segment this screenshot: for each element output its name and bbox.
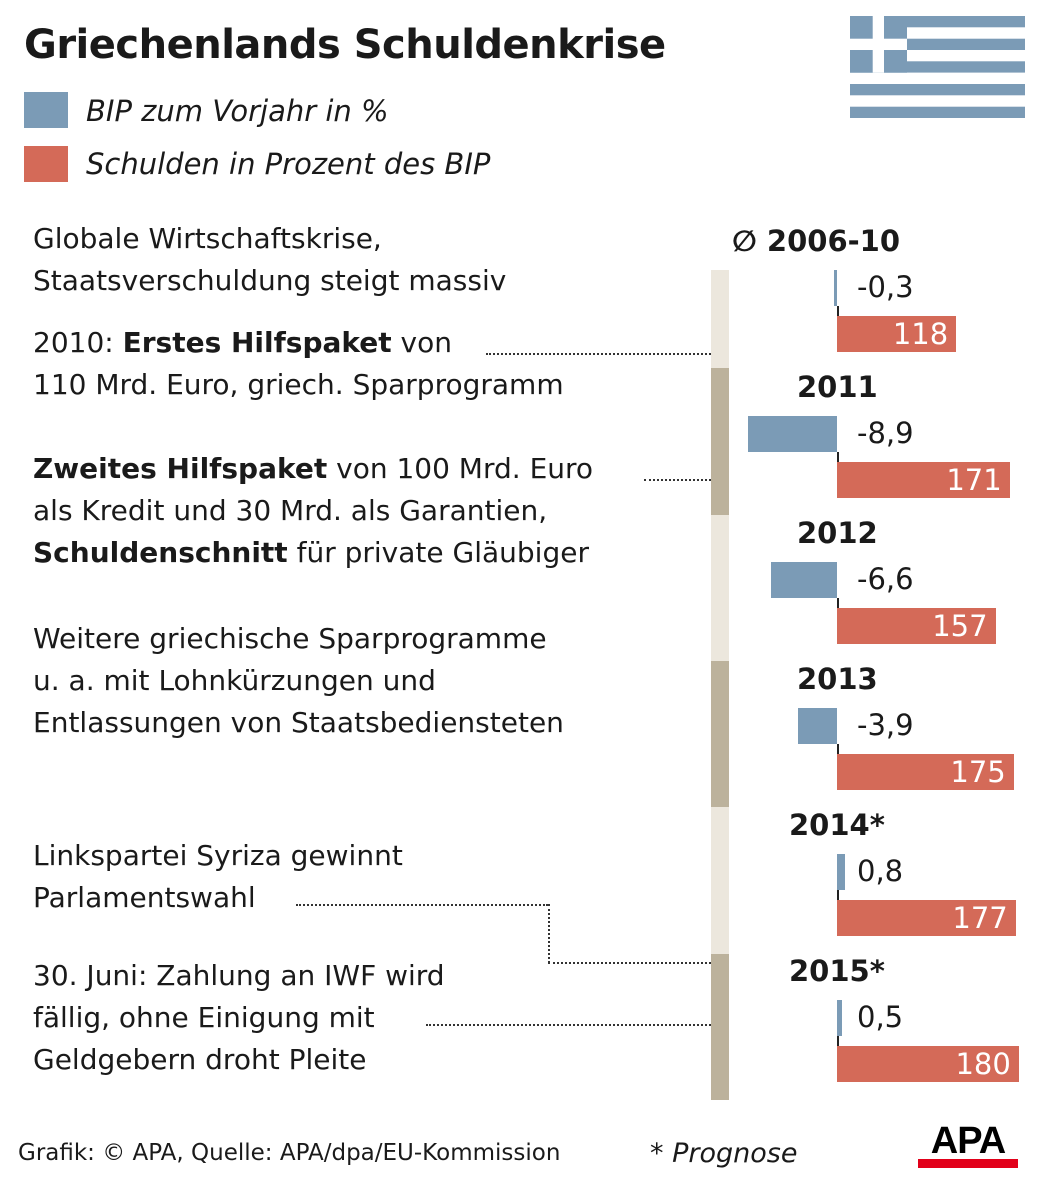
legend-label-debt: Schulden in Prozent des BIP [86, 147, 491, 181]
source-note: Grafik: © APA, Quelle: APA/dpa/EU-Kommis… [18, 1140, 561, 1166]
gdp-bar [837, 854, 845, 890]
connector-line [426, 1024, 711, 1026]
connector-line [548, 904, 550, 963]
zero-axis [837, 452, 839, 462]
event-text-part: für private Gläubiger [287, 536, 589, 569]
event-text-line: 110 Mrd. Euro, griech. Sparprogramm [33, 368, 564, 401]
event-text-part: Globale Wirtschaftskrise, [33, 222, 382, 255]
event-text: Weitere griechische Sparprogramme u. a. m… [33, 618, 564, 744]
gdp-value-label: -8,9 [857, 416, 914, 450]
gdp-value-label: -6,6 [857, 562, 914, 596]
event-text-part: Linkspartei Syriza gewinnt [33, 839, 403, 872]
timeline-segment [711, 807, 729, 954]
event-text-line: Entlassungen von Staatsbediensteten [33, 706, 564, 739]
connector-line [296, 904, 548, 906]
event-text-line: Staatsverschuldung steigt massiv [33, 264, 507, 297]
debt-value-label: 118 [892, 317, 949, 351]
debt-value-label: 175 [950, 755, 1006, 789]
event-text-part: Erstes Hilfspaket [122, 326, 392, 359]
gdp-value-label: 0,8 [857, 854, 904, 888]
gdp-bar [837, 1000, 842, 1036]
debt-value-label: 180 [955, 1047, 1011, 1081]
event-text-line: Parlamentswahl [33, 881, 256, 914]
event-text-line: Geldgebern droht Pleite [33, 1043, 367, 1076]
event-text: Globale Wirtschaftskrise, Staatsverschuld… [33, 218, 506, 302]
event-text-part: von [391, 326, 453, 359]
event-text-line: u. a. mit Lohnkürzungen und [33, 664, 436, 697]
apa-logo: APA [918, 1122, 1018, 1168]
legend-swatch-debt [24, 146, 68, 182]
debt-bar [837, 316, 957, 352]
connector-line [644, 479, 711, 481]
gdp-bar [771, 562, 837, 598]
legend-label-gdp: BIP zum Vorjahr in % [86, 94, 389, 128]
zero-axis [837, 1036, 839, 1046]
debt-bar [837, 608, 996, 644]
event-text: Zweites Hilfspaket von 100 Mrd. Euro als … [33, 448, 593, 574]
event-text-line: als Kredit und 30 Mrd. als Garantien, [33, 494, 548, 527]
event-text-part: Zweites Hilfspaket [33, 452, 328, 485]
forecast-note: * Prognose [650, 1138, 798, 1169]
event-text-part: 30. Juni: Zahlung an IWF wird [33, 959, 445, 992]
year-label: 2015* [789, 954, 885, 988]
debt-bar [837, 462, 1010, 498]
debt-bar [837, 754, 1014, 790]
debt-value-label: 177 [952, 901, 1008, 935]
timeline-segment [711, 515, 729, 661]
debt-bar [837, 900, 1016, 936]
timeline-segment [711, 954, 729, 1100]
event-text-part: Schuldenschnitt [33, 536, 288, 569]
event-text-part: 2010: [33, 326, 123, 359]
event-text-line: fällig, ohne Einigung mit [33, 1001, 375, 1034]
greek-flag-icon [850, 16, 1025, 118]
year-label: ∅ 2006-10 [732, 224, 901, 258]
debt-value-label: 157 [932, 609, 988, 643]
gdp-value-label: -0,3 [857, 270, 914, 304]
year-label: 2013 [797, 662, 878, 696]
legend-swatch-gdp [24, 92, 68, 128]
year-label: 2011 [797, 370, 878, 404]
event-text: Linkspartei Syriza gewinnt Parlamentswahl [33, 835, 403, 919]
zero-axis [837, 890, 839, 900]
connector-line [548, 962, 711, 964]
gdp-value-label: 0,5 [857, 1000, 904, 1034]
zero-axis [837, 598, 839, 608]
page-title: Griechenlands Schuldenkrise [24, 22, 666, 68]
debt-value-label: 171 [946, 463, 1002, 497]
event-text-part: von 100 Mrd. Euro [327, 452, 594, 485]
gdp-bar [748, 416, 837, 452]
year-label: 2012 [797, 516, 878, 550]
connector-line [486, 353, 711, 355]
timeline-segment [711, 368, 729, 515]
event-text: 30. Juni: Zahlung an IWF wird fällig, ohn… [33, 955, 445, 1081]
year-label: 2014* [789, 808, 885, 842]
zero-axis [837, 306, 839, 316]
gdp-bar [798, 708, 837, 744]
zero-axis [837, 744, 839, 754]
gdp-bar [834, 270, 837, 306]
event-text: 2010: Erstes Hilfspaket von 110 Mrd. Euro… [33, 322, 564, 406]
timeline-segment [711, 270, 729, 368]
gdp-value-label: -3,9 [857, 708, 914, 742]
event-text-part: Weitere griechische Sparprogramme [33, 622, 547, 655]
timeline-segment [711, 661, 729, 807]
debt-bar [837, 1046, 1019, 1082]
